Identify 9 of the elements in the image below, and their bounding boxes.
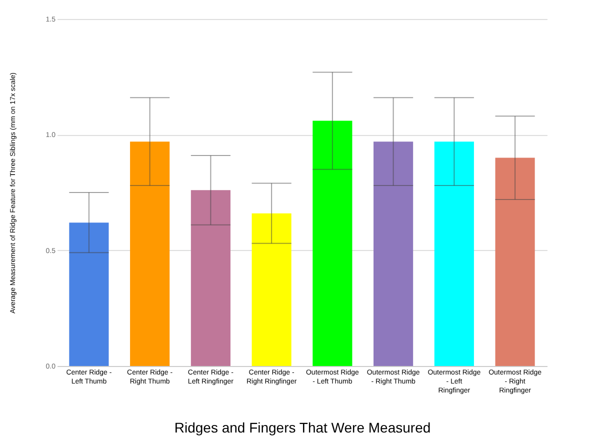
bar [130, 142, 170, 366]
bar [374, 142, 414, 366]
bar [190, 190, 230, 366]
bar [252, 213, 292, 366]
bar [69, 222, 109, 366]
bar [495, 158, 535, 366]
bar [312, 120, 352, 366]
bar [434, 142, 474, 366]
x-axis-title: Ridges and Fingers That Were Measured [174, 420, 431, 436]
